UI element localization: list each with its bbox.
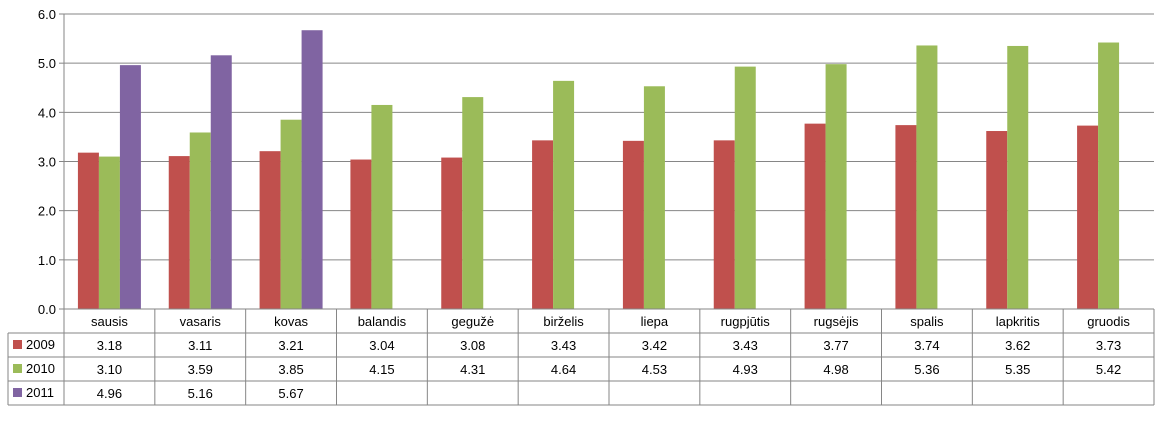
bar (168, 156, 190, 309)
bar (301, 30, 323, 309)
category-label: rugpjūtis (721, 314, 771, 329)
legend-key (13, 388, 22, 397)
bar (441, 157, 463, 309)
bar (643, 86, 665, 310)
data-label: 5.36 (914, 362, 939, 377)
category-label: spalis (910, 314, 944, 329)
data-label: 3.74 (914, 338, 939, 353)
bar (119, 65, 141, 309)
bar (210, 55, 232, 309)
data-label: 4.64 (551, 362, 576, 377)
category-label: liepa (641, 314, 669, 329)
bar (734, 66, 756, 309)
bar (804, 123, 826, 310)
category-label: kovas (274, 314, 308, 329)
category-label: vasaris (180, 314, 222, 329)
legend-label: 2009 (26, 337, 55, 352)
bar (622, 140, 644, 309)
bar (371, 104, 393, 309)
bar (1007, 45, 1029, 309)
y-tick-label: 1.0 (38, 253, 56, 268)
data-label: 3.73 (1096, 338, 1121, 353)
data-label: 3.10 (97, 362, 122, 377)
data-label: 3.21 (278, 338, 303, 353)
bar (1098, 42, 1120, 310)
bar (98, 156, 120, 309)
data-label: 5.35 (1005, 362, 1030, 377)
legend-label: 2010 (26, 361, 55, 376)
category-label: lapkritis (996, 314, 1041, 329)
y-tick-label: 4.0 (38, 105, 56, 120)
bar (189, 132, 211, 309)
bar (553, 80, 575, 309)
data-label: 3.43 (551, 338, 576, 353)
data-label: 5.67 (278, 386, 303, 401)
data-label: 3.62 (1005, 338, 1030, 353)
bar (350, 159, 372, 309)
data-label: 3.18 (97, 338, 122, 353)
data-label: 3.04 (369, 338, 394, 353)
y-tick-label: 3.0 (38, 155, 56, 170)
data-label: 5.16 (188, 386, 213, 401)
data-label: 3.42 (642, 338, 667, 353)
category-label: rugsėjis (814, 314, 859, 329)
bar (280, 119, 302, 309)
y-tick-label: 0.0 (38, 302, 56, 317)
data-label: 4.96 (97, 386, 122, 401)
bar (532, 140, 554, 309)
legend-key (13, 340, 22, 349)
category-label: balandis (358, 314, 407, 329)
category-label: gegužė (451, 314, 494, 329)
data-label: 3.43 (733, 338, 758, 353)
category-label: sausis (91, 314, 128, 329)
data-label: 3.08 (460, 338, 485, 353)
bar (916, 45, 938, 309)
category-label: gruodis (1087, 314, 1130, 329)
bar (825, 64, 847, 310)
data-label: 3.77 (823, 338, 848, 353)
y-tick-label: 6.0 (38, 7, 56, 22)
y-tick-label: 2.0 (38, 204, 56, 219)
bar (713, 140, 735, 309)
bar (77, 152, 99, 309)
y-tick-label: 5.0 (38, 56, 56, 71)
data-label: 3.85 (278, 362, 303, 377)
bar (1077, 125, 1099, 309)
data-label: 5.42 (1096, 362, 1121, 377)
data-label: 4.53 (642, 362, 667, 377)
bar (462, 97, 484, 309)
data-label: 4.31 (460, 362, 485, 377)
data-label: 4.98 (823, 362, 848, 377)
category-label: birželis (543, 314, 584, 329)
data-label: 3.59 (188, 362, 213, 377)
data-label: 4.93 (733, 362, 758, 377)
data-label: 4.15 (369, 362, 394, 377)
legend-label: 2011 (26, 385, 54, 400)
legend-key (13, 364, 22, 373)
data-label: 3.11 (188, 338, 212, 353)
bar (986, 131, 1008, 309)
bar (895, 125, 917, 309)
bar (259, 151, 281, 309)
